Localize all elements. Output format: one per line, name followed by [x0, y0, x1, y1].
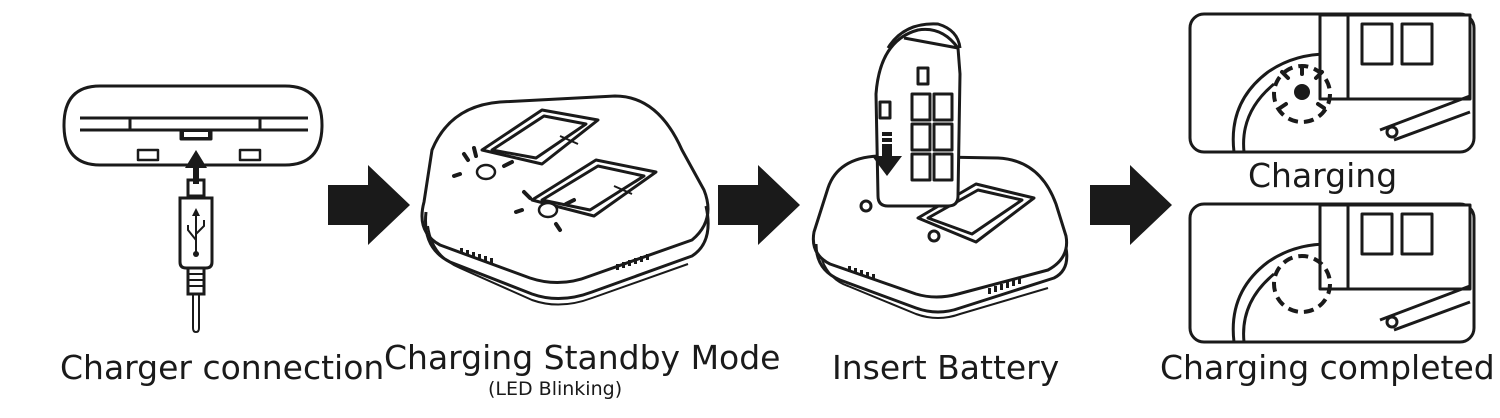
up-arrow-icon [185, 150, 207, 168]
battery-insert-illustration [811, 22, 1069, 319]
step-charger-connection [60, 70, 330, 340]
state-charging-panel [1188, 12, 1476, 154]
led-indicator-icon [1294, 84, 1310, 100]
charging-closeup-illustration [1188, 12, 1476, 154]
step-caption: Charger connection [60, 348, 385, 387]
step-charging-standby [420, 80, 710, 350]
completed-closeup-illustration [1188, 202, 1476, 344]
state-caption: Charging completed [1160, 348, 1495, 387]
led-indicator-icon [452, 146, 576, 232]
step-subcaption: (LED Blinking) [488, 378, 623, 400]
charger-standby-illustration [420, 94, 710, 306]
state-caption: Charging [1248, 156, 1398, 195]
right-arrow-icon [1090, 165, 1172, 245]
led-indicator-icon [1272, 254, 1332, 314]
step-caption: Charging Standby Mode [384, 338, 781, 377]
down-arrow-icon [872, 132, 902, 176]
right-arrow-icon [718, 165, 800, 245]
state-completed-panel [1188, 202, 1476, 344]
right-arrow-icon [328, 165, 410, 245]
charger-side-illustration [62, 84, 324, 334]
step-caption: Insert Battery [832, 348, 1060, 387]
step-insert-battery [808, 8, 1078, 348]
